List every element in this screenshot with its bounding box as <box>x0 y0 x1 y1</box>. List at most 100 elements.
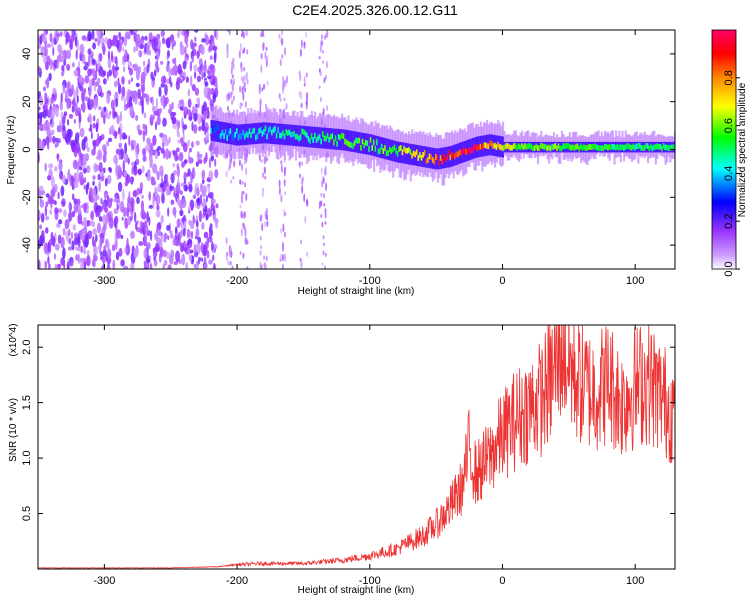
noise-cell <box>106 174 112 185</box>
noise-cell <box>151 76 155 81</box>
noise-cell <box>85 140 89 149</box>
ridge-core <box>616 144 619 150</box>
noise-cell <box>57 191 60 200</box>
ridge-core <box>580 143 583 150</box>
noise-cell <box>135 69 140 81</box>
noise-cell <box>53 253 57 260</box>
noise-cell <box>188 183 193 193</box>
ridge-core <box>627 143 630 150</box>
noise-cell <box>173 170 178 176</box>
ridge-core <box>337 134 341 140</box>
noise-cell <box>135 221 138 231</box>
ridge-core <box>511 144 514 151</box>
noise-cell <box>87 30 92 42</box>
noise-cell <box>305 72 308 78</box>
noise-cell <box>167 190 171 196</box>
ridge-core <box>634 144 637 151</box>
noise-cell <box>300 102 303 108</box>
noise-cell <box>194 36 197 42</box>
ridge-core <box>350 142 353 148</box>
ridge-core <box>352 143 355 149</box>
ridge-core <box>232 135 235 141</box>
ridge-core <box>615 145 618 151</box>
noise-cell <box>225 237 228 245</box>
noise-cell <box>158 108 163 113</box>
ridge-core <box>517 143 521 150</box>
noise-cell <box>199 194 202 205</box>
noise-cell <box>79 166 83 171</box>
noise-cell <box>209 223 213 230</box>
noise-cell <box>204 34 209 46</box>
noise-cell <box>39 111 45 118</box>
ridge-core <box>478 144 481 150</box>
noise-cell <box>179 209 184 217</box>
noise-cell <box>245 193 248 201</box>
ridge-core <box>358 137 361 144</box>
noise-cell <box>146 211 150 223</box>
noise-cell <box>101 254 106 264</box>
noise-cell <box>117 181 123 193</box>
noise-cell <box>123 265 129 269</box>
noise-cell <box>83 65 88 71</box>
ridge-core <box>471 147 474 153</box>
ridge-core <box>524 143 527 149</box>
noise-cell <box>300 90 303 100</box>
noise-cell <box>119 129 122 141</box>
noise-cell <box>107 248 112 260</box>
ridge-core <box>334 135 337 141</box>
noise-cell <box>183 171 187 182</box>
noise-cell <box>39 96 44 106</box>
noise-cell <box>90 210 95 221</box>
noise-cell <box>280 154 282 159</box>
ridge-band <box>377 136 380 158</box>
noise-cell <box>204 139 210 144</box>
noise-cell <box>44 92 48 102</box>
noise-cell <box>115 59 118 67</box>
noise-cell <box>239 251 242 255</box>
noise-cell <box>266 80 269 86</box>
noise-cell <box>266 220 269 227</box>
noise-cell <box>161 141 165 149</box>
noise-cell <box>45 136 50 144</box>
ridge-core <box>245 131 248 137</box>
ridge-core <box>529 143 532 149</box>
ridge-core <box>269 125 272 132</box>
noise-cell <box>115 148 121 155</box>
noise-cell <box>148 216 151 226</box>
ridge-core <box>489 140 492 147</box>
ridge-core <box>591 144 594 150</box>
ridge-core <box>384 145 387 151</box>
noise-cell <box>140 221 144 229</box>
ridge-core <box>277 127 280 133</box>
ridge-band <box>333 128 336 150</box>
noise-cell <box>111 244 116 252</box>
noise-cell <box>207 184 211 194</box>
colorbar: 0.0 0.2 0.4 0.6 0.8 Normalized spectral ampl… <box>711 29 748 277</box>
snr-y-tick-label: 2.0 <box>21 340 33 355</box>
noise-cell <box>45 216 50 221</box>
noise-cell <box>162 263 166 269</box>
ridge-core <box>259 127 263 133</box>
noise-cell <box>106 140 110 147</box>
ridge-halo <box>560 130 564 152</box>
noise-cell <box>88 79 93 91</box>
ridge-core <box>557 143 560 150</box>
noise-cell <box>64 134 70 143</box>
noise-cell <box>141 194 144 199</box>
noise-cell <box>179 190 183 196</box>
noise-cell <box>118 247 123 257</box>
ridge-core <box>341 132 344 139</box>
noise-cell <box>116 229 121 239</box>
noise-cell <box>71 174 74 187</box>
ridge-core <box>267 127 271 134</box>
noise-cell <box>135 82 140 88</box>
ridge-core <box>583 144 586 150</box>
noise-cell <box>138 50 143 58</box>
noise-cell <box>260 244 263 250</box>
noise-cell <box>263 83 266 90</box>
noise-cell <box>212 262 216 269</box>
ridge-band <box>350 130 353 152</box>
noise-cell <box>67 246 73 251</box>
noise-cell <box>233 160 236 168</box>
noise-cell <box>117 77 120 86</box>
